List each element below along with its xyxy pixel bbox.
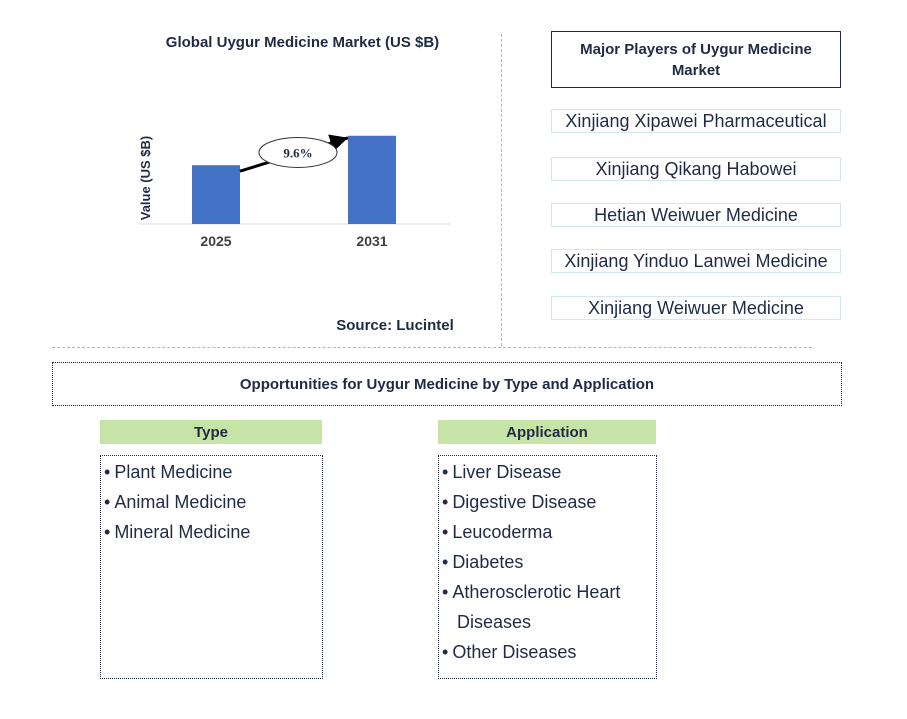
horizontal-divider — [52, 347, 812, 348]
players-title: Major Players of Uygur Medicine Market — [551, 31, 841, 88]
type-list-box: Plant Medicine Animal Medicine Mineral M… — [100, 455, 323, 679]
application-list-box: Liver Disease Digestive Disease Leucoder… — [438, 455, 657, 679]
opportunities-title: Opportunities for Uygur Medicine by Type… — [52, 362, 842, 406]
x-tick-label: 2031 — [356, 233, 387, 249]
bar-2025 — [192, 165, 240, 224]
bar-2031 — [348, 135, 396, 224]
type-item: Mineral Medicine — [104, 517, 322, 547]
chart-title: Global Uygur Medicine Market (US $B) — [165, 34, 440, 51]
player-item: Xinjiang Weiwuer Medicine — [551, 296, 841, 320]
player-item: Hetian Weiwuer Medicine — [551, 203, 841, 227]
application-header: Application — [438, 420, 656, 444]
type-item: Plant Medicine — [104, 457, 322, 487]
bar-chart: Value (US $B) 2025 2031 9.6% — [138, 134, 450, 249]
source-text: Source: Lucintel — [336, 317, 454, 334]
type-header: Type — [100, 420, 322, 444]
x-tick-label: 2025 — [200, 233, 231, 249]
application-item: Atherosclerotic Heart — [442, 577, 656, 607]
application-item-continued: Diseases — [457, 612, 532, 632]
vertical-divider — [501, 34, 502, 346]
application-item: Liver Disease — [442, 457, 656, 487]
application-item: Digestive Disease — [442, 487, 656, 517]
application-item: Other Diseases — [442, 637, 656, 667]
application-item: Diabetes — [442, 547, 656, 577]
application-item: Diseases — [442, 607, 656, 637]
growth-label: 9.6% — [283, 145, 312, 160]
growth-label-ellipse — [258, 136, 338, 168]
y-axis-label: Value (US $B) — [138, 136, 153, 221]
player-item: Xinjiang Yinduo Lanwei Medicine — [551, 249, 841, 273]
type-item: Animal Medicine — [104, 487, 322, 517]
player-item: Xinjiang Xipawei Pharmaceutical — [551, 109, 841, 133]
player-item: Xinjiang Qikang Habowei — [551, 157, 841, 181]
application-item: Leucoderma — [442, 517, 656, 547]
